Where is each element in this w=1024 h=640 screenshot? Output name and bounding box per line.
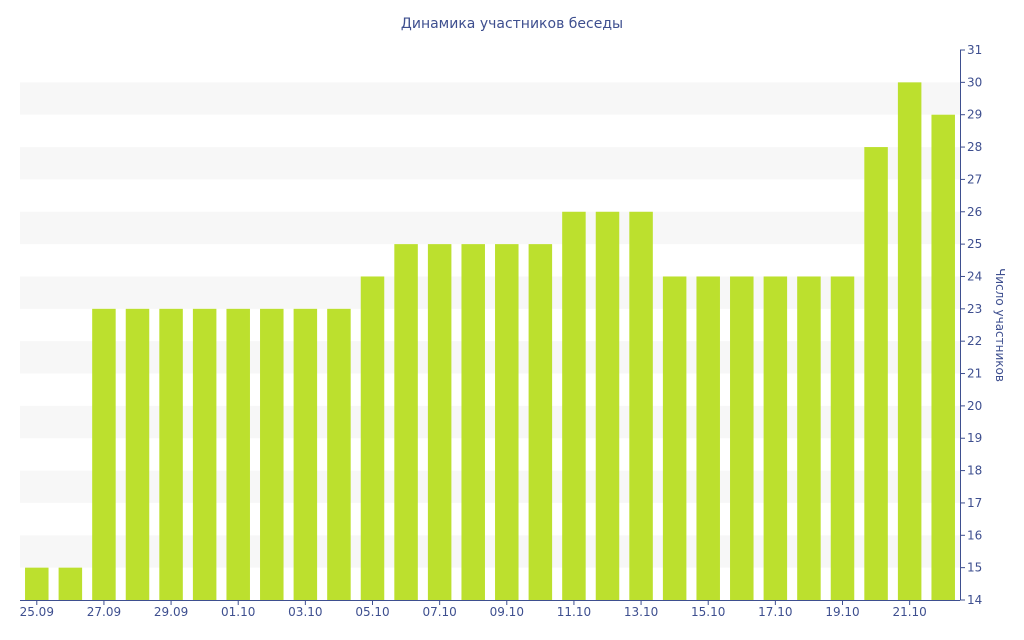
y-tick-label: 15 (967, 561, 982, 575)
x-axis-ticks: 25.09 27.09 29.09 01.10 03.10 05.10 07.10 09.10… (20, 600, 927, 619)
bar (562, 211, 586, 600)
y-tick-label: 30 (967, 75, 982, 89)
x-tick-label: 25.09 (20, 605, 54, 619)
bar (696, 276, 720, 600)
y-tick-label: 31 (967, 43, 982, 57)
y-tick-label: 16 (967, 528, 982, 542)
bar (830, 276, 855, 600)
y-tick-label: 27 (967, 172, 982, 186)
y-tick-label: 29 (967, 108, 982, 122)
y-tick-label: 26 (967, 205, 982, 219)
bar (327, 308, 351, 600)
x-tick-label: 09.10 (490, 605, 524, 619)
bar (595, 211, 620, 600)
y-axis-ticks: 14 15 16 17 18 19 20 21 22 23 24 25 26 27 28 29 30 31 (960, 43, 982, 607)
bar (260, 308, 284, 600)
x-tick-label: 19.10 (825, 605, 859, 619)
bar (92, 308, 116, 600)
y-tick-label: 23 (967, 302, 982, 316)
y-axis-label: Число участников (993, 268, 1007, 382)
bar (730, 276, 754, 600)
y-tick-label: 17 (967, 496, 982, 510)
x-tick-label: 17.10 (758, 605, 792, 619)
x-tick-label: 27.09 (87, 605, 121, 619)
bar (159, 308, 183, 600)
y-tick-label: 18 (967, 464, 982, 478)
bar (662, 276, 687, 600)
bar (293, 308, 318, 600)
bar (427, 244, 452, 600)
x-tick-label: 15.10 (691, 605, 725, 619)
y-tick-label: 28 (967, 140, 982, 154)
bar (629, 211, 653, 600)
grid-band (20, 147, 960, 180)
bar (360, 276, 385, 600)
bar (461, 244, 485, 600)
bar (394, 244, 418, 600)
x-tick-label: 03.10 (288, 605, 322, 619)
x-tick-label: 29.09 (154, 605, 188, 619)
bar (58, 567, 83, 600)
bar (25, 567, 49, 600)
x-tick-label: 07.10 (422, 605, 456, 619)
y-tick-label: 20 (967, 399, 982, 413)
bar (897, 82, 922, 600)
y-tick-label: 19 (967, 431, 982, 445)
grid-band (20, 82, 960, 115)
bar (528, 244, 553, 600)
bar (495, 244, 519, 600)
x-tick-label: 21.10 (892, 605, 926, 619)
bar (797, 276, 821, 600)
bars-group (25, 82, 955, 601)
y-tick-label: 22 (967, 334, 982, 348)
x-tick-label: 13.10 (624, 605, 658, 619)
bar (226, 308, 250, 600)
x-tick-label: 01.10 (221, 605, 255, 619)
bar (864, 147, 888, 600)
bar (763, 276, 788, 600)
bar (125, 308, 150, 600)
x-tick-label: 11.10 (557, 605, 591, 619)
y-tick-label: 24 (967, 269, 982, 283)
axes-group (20, 50, 961, 601)
chart-title: Динамика участников беседы (401, 16, 623, 32)
y-tick-label: 21 (967, 367, 982, 381)
bar (931, 114, 955, 601)
y-tick-label: 25 (967, 237, 982, 251)
y-tick-label: 14 (967, 593, 982, 607)
bar (192, 308, 217, 600)
x-tick-label: 05.10 (355, 605, 389, 619)
grid-band (20, 211, 960, 245)
